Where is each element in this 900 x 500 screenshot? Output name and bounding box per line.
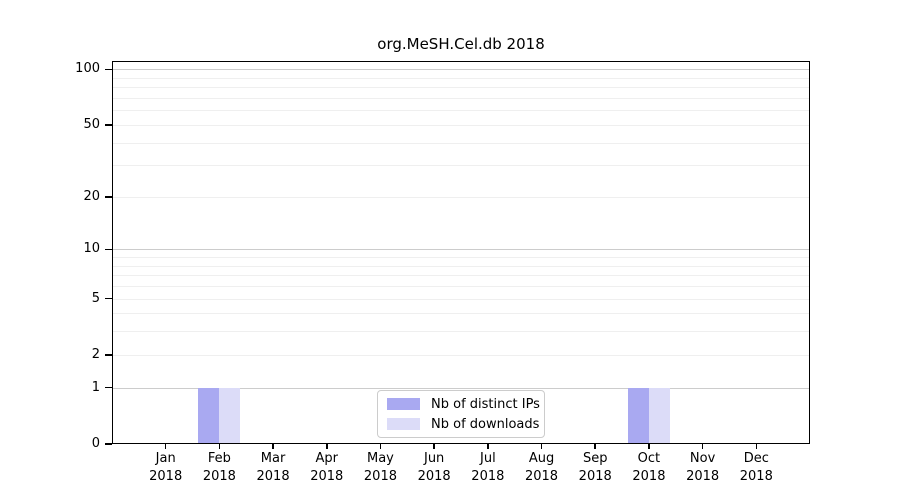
y-tick-mark: [105, 443, 112, 445]
x-tick-month: Jul: [480, 451, 496, 466]
y-tick-label: 2: [91, 346, 100, 362]
x-tick-label-jan: Jan 2018: [136, 450, 196, 486]
x-tick-label-nov: Nov 2018: [673, 450, 733, 486]
x-tick-month: Oct: [637, 451, 661, 466]
y-tick-mark: [105, 386, 112, 389]
bar-nb-of-distinct-ips-feb: [198, 387, 220, 444]
bar-nb-of-downloads-feb: [219, 387, 241, 444]
legend-swatch-icon: [387, 398, 420, 410]
x-tick-month: Dec: [743, 451, 769, 466]
x-tick-year: 2018: [310, 469, 344, 484]
x-tick-year: 2018: [471, 469, 505, 484]
x-tick-mark: [218, 444, 221, 449]
y-tick-label: 100: [75, 61, 100, 77]
x-tick-month: Mar: [260, 451, 286, 466]
x-tick-year: 2018: [686, 469, 720, 484]
x-tick-year: 2018: [739, 469, 773, 484]
x-tick-label-aug: Aug 2018: [512, 450, 572, 486]
x-tick-month: Nov: [689, 451, 716, 466]
y-tick-mark: [105, 196, 112, 198]
y-tick-label: 50: [83, 116, 100, 132]
y-tick-mark: [105, 248, 112, 251]
x-tick-month: Apr: [315, 451, 339, 466]
minor-gridline: [112, 124, 810, 126]
minor-gridline: [112, 98, 810, 100]
x-tick-year: 2018: [256, 469, 290, 484]
y-tick-label: 0: [91, 436, 100, 451]
major-gridline: [112, 387, 810, 389]
x-tick-label-oct: Oct 2018: [619, 450, 679, 486]
x-tick-mark: [701, 444, 704, 449]
y-tick-label: 5: [91, 290, 100, 306]
legend-entry: Nb of downloads: [387, 417, 539, 432]
x-tick-mark: [433, 444, 435, 449]
major-gridline: [112, 69, 810, 71]
major-gridline: [112, 249, 810, 251]
y-tick-label: 10: [83, 241, 100, 257]
plot-area: [112, 61, 810, 444]
x-tick-year: 2018: [632, 469, 666, 484]
chart-title: org.MeSH.Cel.db 2018: [377, 35, 545, 53]
minor-gridline: [112, 142, 810, 144]
minor-gridline: [112, 313, 810, 315]
minor-gridline: [112, 354, 810, 356]
x-tick-year: 2018: [578, 469, 612, 484]
x-tick-mark: [540, 444, 543, 449]
minor-gridline: [112, 286, 810, 288]
legend-swatch-icon: [387, 418, 420, 430]
minor-gridline: [112, 298, 810, 300]
y-tick-mark: [105, 354, 112, 356]
y-tick-mark: [105, 68, 112, 71]
x-tick-month: Feb: [207, 451, 231, 466]
x-tick-mark: [164, 444, 167, 449]
minor-gridline: [112, 87, 810, 89]
x-tick-year: 2018: [524, 469, 559, 484]
minor-gridline: [112, 110, 810, 112]
minor-gridline: [112, 165, 810, 167]
y-tick-label: 1: [91, 379, 100, 395]
x-tick-mark: [755, 444, 758, 449]
x-tick-mark: [487, 444, 489, 449]
x-tick-year: 2018: [149, 469, 183, 484]
x-tick-label-may: May 2018: [350, 450, 410, 486]
y-tick-label: 20: [83, 188, 100, 204]
minor-gridline: [112, 77, 810, 79]
bar-nb-of-downloads-oct: [648, 387, 670, 444]
legend-entry: Nb of distinct IPs: [387, 397, 540, 412]
x-tick-month: Aug: [528, 451, 555, 466]
x-tick-mark: [648, 444, 650, 449]
y-tick-mark: [105, 297, 112, 300]
x-tick-year: 2018: [363, 469, 397, 484]
legend-label: Nb of distinct IPs: [431, 396, 540, 412]
y-tick-mark: [105, 124, 112, 126]
minor-gridline: [112, 257, 810, 259]
x-tick-mark: [379, 444, 382, 449]
x-tick-year: 2018: [417, 469, 451, 484]
x-tick-label-apr: Apr 2018: [297, 450, 357, 486]
bar-nb-of-distinct-ips-oct: [627, 387, 649, 444]
x-tick-mark: [326, 444, 328, 449]
x-tick-month: Jan: [155, 451, 176, 466]
minor-gridline: [112, 275, 810, 277]
x-tick-label-sep: Sep 2018: [565, 450, 625, 486]
x-tick-label-feb: Feb 2018: [189, 450, 249, 486]
x-tick-month: Jun: [423, 451, 445, 466]
minor-gridline: [112, 265, 810, 267]
x-tick-label-jul: Jul 2018: [458, 450, 518, 486]
x-tick-month: Sep: [582, 451, 608, 466]
legend-label: Nb of downloads: [431, 416, 540, 432]
x-tick-label-jun: Jun 2018: [404, 450, 464, 486]
minor-gridline: [112, 331, 810, 333]
minor-gridline: [112, 196, 810, 198]
x-tick-mark: [594, 444, 596, 449]
x-tick-month: May: [367, 451, 394, 466]
x-tick-mark: [272, 444, 274, 449]
legend: Nb of distinct IPs Nb of downloads: [377, 390, 545, 438]
x-tick-label-mar: Mar 2018: [243, 450, 303, 486]
x-tick-year: 2018: [202, 469, 236, 484]
x-tick-label-dec: Dec 2018: [726, 450, 786, 486]
